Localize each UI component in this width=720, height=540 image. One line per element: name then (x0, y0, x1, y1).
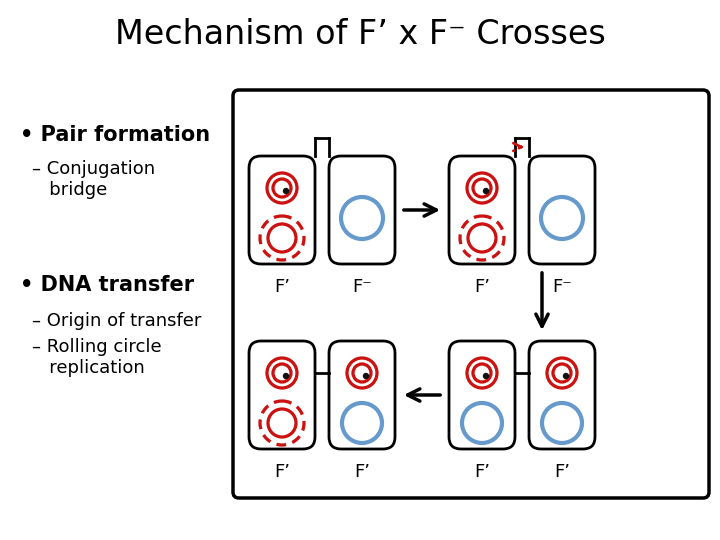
FancyBboxPatch shape (449, 156, 515, 264)
Circle shape (284, 374, 289, 379)
Text: F’: F’ (354, 463, 370, 481)
Text: F⁻: F⁻ (352, 278, 372, 296)
FancyBboxPatch shape (249, 156, 315, 264)
FancyBboxPatch shape (329, 341, 395, 449)
Circle shape (467, 358, 497, 388)
Circle shape (284, 188, 289, 193)
FancyBboxPatch shape (249, 341, 315, 449)
Text: F’: F’ (554, 463, 570, 481)
Text: F’: F’ (474, 463, 490, 481)
FancyBboxPatch shape (233, 90, 709, 498)
Text: Mechanism of F’ x F⁻ Crosses: Mechanism of F’ x F⁻ Crosses (114, 18, 606, 51)
Text: F’: F’ (274, 278, 290, 296)
Circle shape (467, 173, 497, 203)
FancyBboxPatch shape (329, 156, 395, 264)
FancyBboxPatch shape (449, 341, 515, 449)
Circle shape (260, 216, 304, 260)
Circle shape (564, 374, 569, 379)
Circle shape (484, 374, 488, 379)
Text: – Origin of transfer: – Origin of transfer (32, 312, 202, 330)
Text: – Conjugation
   bridge: – Conjugation bridge (32, 160, 155, 199)
Text: F⁻: F⁻ (552, 278, 572, 296)
Circle shape (484, 188, 488, 193)
Circle shape (364, 374, 369, 379)
FancyBboxPatch shape (529, 341, 595, 449)
Circle shape (460, 216, 504, 260)
Text: • Pair formation: • Pair formation (20, 125, 210, 145)
Circle shape (267, 173, 297, 203)
Text: – Rolling circle
   replication: – Rolling circle replication (32, 338, 161, 377)
Circle shape (547, 358, 577, 388)
Circle shape (260, 401, 304, 445)
Text: • DNA transfer: • DNA transfer (20, 275, 194, 295)
Circle shape (347, 358, 377, 388)
Text: F’: F’ (274, 463, 290, 481)
Circle shape (267, 358, 297, 388)
FancyBboxPatch shape (529, 156, 595, 264)
Text: F’: F’ (474, 278, 490, 296)
